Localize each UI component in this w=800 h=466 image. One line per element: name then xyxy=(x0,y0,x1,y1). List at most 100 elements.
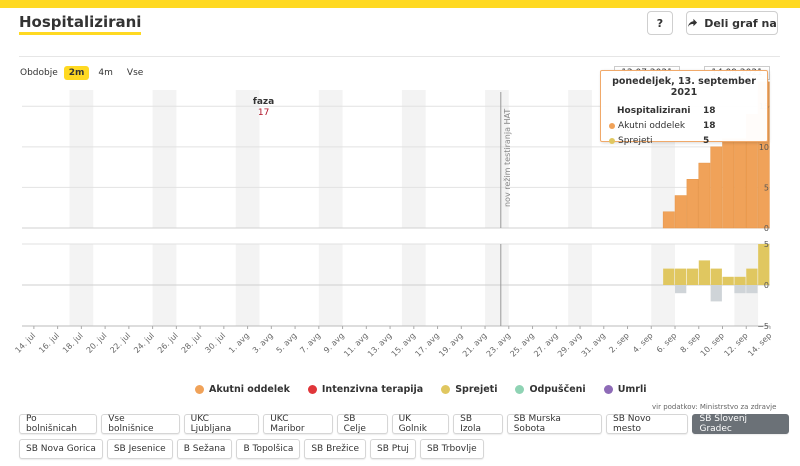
legend-label-discharged: Odpuščeni xyxy=(529,384,586,395)
period-all-button[interactable]: Vse xyxy=(126,68,144,78)
x-tick-label: 6. sep xyxy=(655,331,679,355)
hospital-button[interactable]: SB Brežice xyxy=(304,439,367,459)
legend-label-deceased: Umrli xyxy=(617,384,647,395)
y-tick-label: 5 xyxy=(764,183,769,192)
weekend-band xyxy=(401,90,426,228)
bar-acute-ward xyxy=(686,179,699,229)
tooltip-value-admitted: 5 xyxy=(703,135,710,146)
phase-value: 17 xyxy=(258,108,269,118)
acute-legend-dot-icon xyxy=(195,385,204,394)
x-tick-label: 1. avg xyxy=(227,331,251,355)
x-tick-label: 11. avg xyxy=(342,331,370,359)
x-tick-label: 22. jul xyxy=(108,331,132,355)
icu-legend-dot-icon xyxy=(307,385,317,394)
legend-icu[interactable]: Intenzivna terapija xyxy=(307,384,424,395)
hospital-button[interactable]: SB Celje xyxy=(336,414,388,434)
y-tick-label: 0 xyxy=(764,281,769,290)
x-tick-label: 15. avg xyxy=(390,331,418,359)
hospital-button[interactable]: Po bolnišnicah xyxy=(19,414,98,434)
legend-label-acute: Akutni oddelek xyxy=(209,384,290,395)
y-tick-label: 5 xyxy=(764,240,769,249)
acute-dot-icon xyxy=(609,122,615,129)
tooltip-value-acute: 18 xyxy=(703,120,716,131)
weekend-band xyxy=(69,90,94,228)
period-4m-button[interactable]: 4m xyxy=(98,68,113,78)
share-icon xyxy=(688,18,698,27)
x-tick-label: 19. avg xyxy=(437,331,465,359)
x-tick-label: 28. jul xyxy=(180,331,204,355)
legend-acute[interactable]: Akutni oddelek xyxy=(195,384,290,395)
bar-acute-ward xyxy=(734,138,746,229)
discharged-legend-dot-icon xyxy=(515,385,525,394)
x-tick-label: 5. avg xyxy=(275,331,299,355)
y-tick-label: −5 xyxy=(757,322,769,331)
y-tick-label: 0 xyxy=(764,224,769,233)
hospital-button[interactable]: SB Nova Gorica xyxy=(19,439,103,459)
x-tick-label: 17. avg xyxy=(413,331,441,359)
x-tick-label: 7. avg xyxy=(298,331,322,355)
weekend-band xyxy=(235,90,260,228)
legend-label-admitted: Sprejeti xyxy=(455,384,498,395)
x-tick-label: 4. sep xyxy=(631,331,655,355)
legend-deceased[interactable]: Umrli xyxy=(603,384,647,395)
x-tick-label: 2. sep xyxy=(607,331,631,355)
x-tick-label: 13. avg xyxy=(366,331,394,359)
legend-label-icu: Intenzivna terapija xyxy=(321,384,424,395)
x-tick-label: 23. avg xyxy=(485,331,513,359)
chart-tooltip: ponedeljek, 13. september 2021 Hospitali… xyxy=(600,70,768,146)
share-button[interactable]: Deli graf na xyxy=(686,11,778,35)
period-label: Obdobje xyxy=(20,68,58,78)
hospital-button[interactable]: SB Ptuj xyxy=(370,439,416,459)
hospital-button[interactable]: SB Novo mesto xyxy=(605,414,689,434)
hat-marker-label: nov režim testiranja HAT xyxy=(503,109,512,207)
hospital-button[interactable]: Vse bolnišnice xyxy=(101,414,180,434)
top-accent-bar xyxy=(0,0,800,8)
legend-admitted[interactable]: Sprejeti xyxy=(441,384,497,395)
x-tick-label: 14. jul xyxy=(13,331,37,355)
bar-admitted xyxy=(746,268,758,285)
hospital-button[interactable]: SB Murska Sobota xyxy=(506,414,602,434)
phase-label: faza xyxy=(253,97,274,107)
hospital-button[interactable]: SB Jesenice xyxy=(106,439,173,459)
bar-acute-ward xyxy=(662,211,675,229)
x-tick-label: 21. avg xyxy=(461,331,489,359)
tooltip-label-total: Hospitalizirani xyxy=(617,105,691,116)
x-tick-label: 24. jul xyxy=(132,331,156,355)
hospital-button[interactable]: B Topolšica xyxy=(236,439,301,459)
bar-discharged xyxy=(746,285,758,294)
share-button-label: Deli graf na xyxy=(704,16,777,30)
x-tick-label: 18. jul xyxy=(61,331,85,355)
hospital-button[interactable]: SB Trbovlje xyxy=(419,439,484,459)
hospital-button[interactable]: SB Slovenj Gradec xyxy=(692,414,790,434)
bar-discharged xyxy=(734,285,746,294)
weekend-band xyxy=(152,90,177,228)
header-divider xyxy=(19,56,780,57)
x-tick-label: 31. avg xyxy=(580,331,608,359)
hospital-button[interactable]: UKC Ljubljana xyxy=(183,414,260,434)
hospital-button[interactable]: UK Golnik xyxy=(391,414,450,434)
x-tick-label: 10. sep xyxy=(699,331,726,358)
hospital-button[interactable]: SB Izola xyxy=(453,414,503,434)
bar-discharged xyxy=(710,285,722,302)
weekend-band xyxy=(318,90,343,228)
bar-acute-ward xyxy=(722,138,735,229)
x-tick-label: 27. avg xyxy=(532,331,560,359)
period-2m-button[interactable]: 2m xyxy=(63,66,90,80)
hospital-button[interactable]: B Sežana xyxy=(176,439,233,459)
bar-admitted xyxy=(698,260,711,285)
x-tick-label: 29. avg xyxy=(556,331,584,359)
period-selector: Obdobje 2m 4m Vse xyxy=(20,66,148,80)
bar-admitted xyxy=(663,268,675,285)
legend-discharged[interactable]: Odpuščeni xyxy=(515,384,586,395)
help-button[interactable]: ? xyxy=(647,11,673,35)
bar-admitted xyxy=(675,268,687,285)
admitted-dot-icon xyxy=(609,137,615,144)
hospital-selector: Po bolnišnicah Vse bolnišnice UKC Ljubljan… xyxy=(19,414,790,464)
hospital-button[interactable]: UKC Maribor xyxy=(263,414,333,434)
page-title: Hospitalizirani xyxy=(19,13,142,35)
y-tick-label: 10 xyxy=(759,143,769,152)
tooltip-row-admitted: Sprejeti 5 xyxy=(609,133,759,148)
tooltip-row-acute: Akutni oddelek 18 xyxy=(609,118,759,133)
tooltip-label-acute: Akutni oddelek xyxy=(618,120,686,131)
bar-acute-ward xyxy=(710,146,723,229)
